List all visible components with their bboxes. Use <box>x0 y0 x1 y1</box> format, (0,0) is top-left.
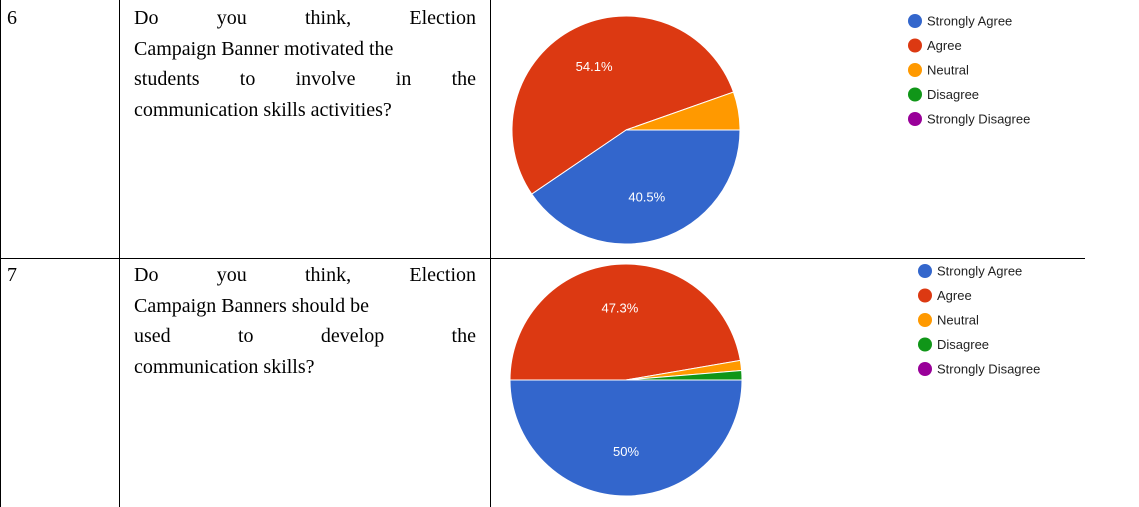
data-label: 47.3% <box>601 300 638 315</box>
legend-swatch <box>908 112 922 126</box>
legend-label: Strongly Disagree <box>937 362 1040 377</box>
legend-item-strongly-agree: Strongly Agree <box>918 264 1022 279</box>
legend-swatch <box>918 362 932 376</box>
question-text: Do you think, Election Campaign Banner m… <box>134 3 476 125</box>
table-border-left <box>0 0 1 507</box>
legend-item-strongly-agree: Strongly Agree <box>908 14 1012 29</box>
row-number: 7 <box>7 264 17 286</box>
legend-label: Agree <box>927 38 962 53</box>
legend-label: Agree <box>937 288 972 303</box>
pie-slice-strongly-agree <box>531 129 741 245</box>
data-label: 40.5% <box>628 190 665 205</box>
pie-slice-agree <box>511 15 735 195</box>
legend-swatch <box>918 313 932 327</box>
legend-label: Disagree <box>927 87 979 102</box>
legend-item-strongly-disagree: Strongly Disagree <box>908 112 1030 127</box>
legend-item-strongly-disagree: Strongly Disagree <box>918 362 1040 377</box>
pie-slice-strongly-agree <box>509 379 743 497</box>
legend-swatch <box>908 63 922 77</box>
pie-slice-disagree <box>625 369 743 381</box>
legend-label: Strongly Agree <box>927 14 1012 29</box>
pie-chart: 40.5% 54.1% Strongly Agree Agree Neutral Disa… <box>511 14 1030 245</box>
legend-item-agree: Agree <box>908 38 962 53</box>
question-line: communication skills? <box>134 355 315 378</box>
legend-item-disagree: Disagree <box>918 337 989 352</box>
question-line: communication skills activities? <box>134 98 392 121</box>
legend-swatch <box>918 288 932 303</box>
row-number: 6 <box>7 7 17 29</box>
legend-label: Disagree <box>937 337 989 352</box>
legend-item-agree: Agree <box>918 288 972 303</box>
legend-item-neutral: Neutral <box>918 313 979 328</box>
question-line: Campaign Banners should be <box>134 294 369 317</box>
table-row-divider <box>0 258 1085 259</box>
legend-swatch <box>908 38 922 53</box>
legend-item-disagree: Disagree <box>908 87 979 102</box>
table-column-divider-1 <box>119 0 120 507</box>
legend-item-neutral: Neutral <box>908 63 969 78</box>
data-label: 54.1% <box>576 59 613 74</box>
legend-label: Strongly Agree <box>937 264 1022 279</box>
legend-label: Neutral <box>927 63 969 78</box>
legend-swatch <box>908 14 922 28</box>
question-line: Campaign Banner motivated the <box>134 37 394 60</box>
pie-chart: 50% 47.3% Strongly Agree Agree Neutral Disagr… <box>509 263 1040 497</box>
data-label: 50% <box>613 444 639 459</box>
question-line: students to involve in the <box>134 68 476 90</box>
legend-swatch <box>918 264 932 278</box>
question-line: Do you think, Election <box>134 264 476 286</box>
pie-slice-neutral <box>625 91 741 131</box>
legend-label: Neutral <box>937 313 979 328</box>
question-line: Do you think, Election <box>134 7 476 29</box>
legend-swatch <box>908 87 922 102</box>
question-text: Do you think, Election Campaign Banners … <box>134 260 476 382</box>
question-line: used to develop the <box>134 325 476 347</box>
pie-slice-agree <box>509 263 741 381</box>
legend-swatch <box>918 337 932 352</box>
legend-label: Strongly Disagree <box>927 112 1030 127</box>
table-column-divider-2 <box>490 0 491 507</box>
